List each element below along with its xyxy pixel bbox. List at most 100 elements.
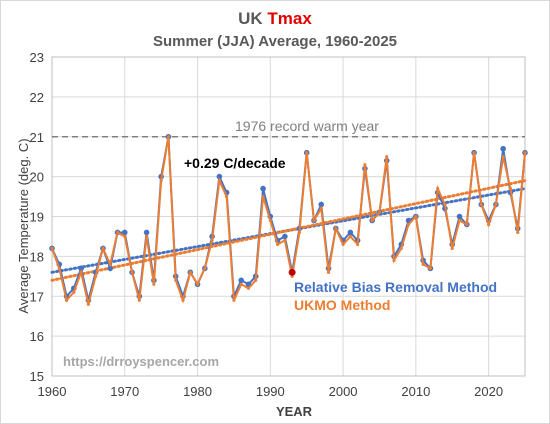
point-ukmo [457, 218, 462, 223]
point-ukmo [370, 218, 374, 223]
point-relative-bias [500, 145, 506, 152]
point-ukmo [86, 302, 90, 306]
point-ukmo [283, 238, 287, 243]
axis-layer: 15 16 17 18 19 20 21 22 23 1960 1970 1980 1990 2000 20… [30, 50, 504, 399]
point-ukmo [348, 234, 352, 239]
chart-subtitle: Summer (JJA) Average, 1960-2025 [153, 33, 397, 50]
y-tick-label: 18 [30, 249, 44, 264]
point-ukmo [385, 155, 389, 159]
point-relative-bias [216, 173, 223, 180]
point-ukmo [494, 202, 498, 207]
watermark-url: https://drroyspencer.com [63, 354, 219, 369]
legend-entry-relative-bias: Relative Bias Removal Method [294, 279, 497, 295]
highlighted-point [288, 268, 296, 276]
point-ukmo [115, 230, 120, 235]
point-ukmo [516, 230, 520, 235]
x-axis-label: YEAR [276, 404, 313, 419]
point-relative-bias [78, 265, 84, 272]
point-relative-bias [318, 201, 325, 208]
point-ukmo [305, 151, 309, 155]
point-ukmo [232, 298, 236, 302]
point-ukmo [297, 230, 302, 235]
y-tick-label: 17 [30, 289, 44, 304]
x-tick-label: 1980 [183, 384, 212, 399]
y-tick-label: 23 [30, 50, 44, 65]
point-ukmo [239, 282, 243, 286]
series-layer [49, 133, 528, 306]
point-ukmo [72, 290, 76, 294]
point-ukmo [152, 282, 156, 286]
point-ukmo [254, 278, 258, 282]
point-ukmo [436, 186, 440, 191]
point-ukmo [195, 282, 200, 286]
point-relative-bias [260, 185, 266, 192]
point-relative-bias [107, 265, 114, 272]
point-relative-bias [143, 229, 150, 236]
point-ukmo [334, 226, 338, 231]
point-ukmo [137, 298, 141, 302]
point-ukmo [123, 234, 127, 239]
y-axis-label: Average Temperature (deg. C) [16, 138, 31, 313]
chart-title-prefix: UK [238, 9, 267, 28]
point-ukmo [203, 266, 207, 270]
point-ukmo [508, 186, 513, 191]
point-relative-bias [347, 229, 354, 236]
point-ukmo [145, 234, 149, 239]
point-ukmo [268, 218, 272, 223]
chart-title: UK Tmax [238, 9, 312, 28]
point-ukmo [414, 214, 418, 219]
point-ukmo [261, 194, 265, 199]
point-ukmo [312, 218, 316, 223]
point-ukmo [64, 298, 69, 302]
point-ukmo [130, 270, 134, 274]
point-ukmo [94, 274, 98, 278]
chart-title-highlight: Tmax [267, 9, 312, 28]
point-relative-bias [456, 213, 463, 220]
point-relative-bias [121, 229, 128, 236]
point-ukmo [275, 242, 280, 247]
point-ukmo [450, 246, 454, 250]
point-ukmo [50, 246, 54, 250]
x-tick-label: 2010 [401, 384, 430, 399]
point-ukmo [108, 262, 112, 266]
point-ukmo [487, 222, 491, 227]
y-tick-label: 15 [30, 369, 44, 384]
series-line-ukmo [51, 136, 526, 305]
point-ukmo [101, 246, 105, 250]
x-tick-label: 1970 [110, 384, 139, 399]
trend-annotation: +0.29 C/decade [184, 155, 286, 171]
point-ukmo [326, 270, 331, 274]
y-tick-label: 16 [30, 329, 44, 344]
y-tick-label: 19 [30, 210, 44, 225]
point-ukmo [392, 258, 396, 262]
legend-entry-ukmo: UKMO Method [294, 297, 390, 313]
x-tick-label: 1990 [256, 384, 285, 399]
x-tick-label: 2020 [474, 384, 503, 399]
point-ukmo [225, 194, 229, 199]
point-ukmo [159, 179, 163, 183]
point-ukmo [377, 210, 382, 215]
point-ukmo [501, 155, 505, 159]
point-relative-bias [238, 277, 244, 284]
point-ukmo [428, 266, 432, 270]
point-ukmo [341, 242, 345, 247]
point-ukmo [443, 202, 447, 207]
point-ukmo [523, 151, 527, 155]
point-ukmo [479, 202, 483, 207]
point-relative-bias [282, 233, 288, 240]
point-ukmo [181, 298, 185, 302]
point-ukmo [57, 266, 61, 270]
point-ukmo [166, 135, 171, 139]
point-ukmo [188, 270, 192, 274]
y-tick-label: 21 [30, 130, 44, 145]
y-tick-label: 22 [30, 90, 44, 105]
x-tick-label: 1960 [38, 384, 67, 399]
plot-area-frame [51, 56, 526, 377]
y-tick-label: 20 [30, 170, 44, 185]
point-ukmo [465, 222, 469, 227]
point-ukmo [79, 270, 83, 274]
point-ukmo [406, 222, 411, 227]
point-ukmo [210, 238, 214, 243]
